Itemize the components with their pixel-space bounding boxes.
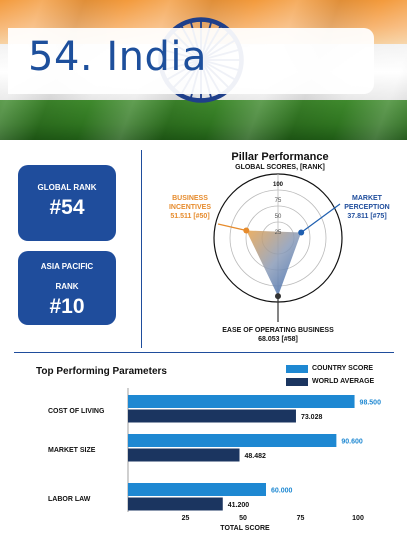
asia-rank-label-line1: ASIA PACIFIC: [40, 262, 94, 271]
bar-value-label: 73.028: [301, 414, 323, 421]
bars-legend: COUNTRY SCORE WORLD AVERAGE: [286, 363, 374, 389]
pillar-title: Pillar Performance: [231, 151, 329, 163]
horizontal-divider: [14, 352, 394, 353]
top-parameters-bar-chart: COST OF LIVING 98.500 73.028 MARKET SIZE 90.…: [48, 388, 382, 532]
bar-value-label: 90.600: [341, 439, 363, 446]
tick-100: 100: [273, 182, 284, 188]
tick-25: 25: [275, 230, 282, 236]
business-value: 51.511 [#50]: [170, 213, 209, 220]
business-label-line1: BUSINESS: [172, 195, 208, 202]
bar-country: [128, 434, 337, 447]
business-leader-line: [217, 223, 247, 232]
asia-rank-value: #10: [49, 295, 85, 318]
vertical-divider: [141, 150, 142, 348]
bar-value-label: 41.200: [228, 502, 250, 509]
title-panel: 54. India: [8, 28, 374, 94]
asia-rank-label-line2: RANK: [55, 282, 79, 291]
bar-world: [128, 448, 240, 462]
pillar-radar-chart: 100 75 50 25 BUSINESS INCENTIVES 51.511 …: [169, 173, 390, 343]
pillar-score-area: [246, 230, 302, 297]
bar-value-label: 98.500: [360, 400, 382, 407]
category-label: MARKET SIZE: [48, 447, 96, 454]
x-tick-label: 100: [352, 515, 364, 522]
global-rank-label: GLOBAL RANK: [37, 183, 97, 192]
market-label-line2: PERCEPTION: [344, 204, 390, 211]
legend-world-label: WORLD AVERAGE: [312, 378, 375, 385]
category-label: COST OF LIVING: [48, 408, 105, 415]
bar-world: [128, 497, 223, 511]
legend-world-swatch: [286, 377, 308, 386]
legend-country-score: COUNTRY SCORE: [286, 363, 374, 374]
category-label: LABOR LAW: [48, 496, 91, 503]
market-value: 37.811 [#75]: [347, 213, 386, 220]
business-label-line2: INCENTIVES: [169, 204, 211, 211]
bar-value-label: 60.000: [271, 488, 293, 495]
flag-header: 54. India: [0, 0, 407, 140]
global-rank-card: GLOBAL RANK #54: [18, 165, 116, 241]
bar-world: [128, 409, 296, 423]
bar-value-label: 48.482: [245, 453, 267, 460]
bar-country: [128, 395, 355, 408]
legend-country-swatch: [286, 364, 308, 373]
ease-label: EASE OF OPERATING BUSINESS: [222, 327, 334, 334]
pillar-subtitle: GLOBAL SCORES, [RANK]: [235, 164, 325, 171]
market-point: [298, 229, 305, 236]
global-rank-value: #54: [49, 196, 85, 219]
market-label-line1: MARKET: [352, 195, 383, 202]
page-title: 54. India: [28, 34, 207, 80]
x-tick-label: 25: [182, 515, 190, 522]
x-axis-title: TOTAL SCORE: [220, 525, 270, 532]
tick-75: 75: [275, 198, 282, 204]
legend-country-label: COUNTRY SCORE: [312, 365, 374, 372]
legend-world-average: WORLD AVERAGE: [286, 376, 374, 387]
bar-country: [128, 483, 266, 496]
x-tick-label: 75: [297, 515, 305, 522]
market-leader-line: [300, 203, 341, 233]
x-tick-label: 50: [239, 515, 247, 522]
asia-pacific-rank-card: ASIA PACIFIC RANK #10: [18, 251, 116, 325]
tick-50: 50: [275, 214, 282, 220]
business-point: [243, 227, 250, 234]
ease-value: 68.053 [#58]: [258, 336, 298, 343]
top-parameters-title: Top Performing Parameters: [36, 366, 167, 377]
ease-point: [275, 293, 281, 300]
